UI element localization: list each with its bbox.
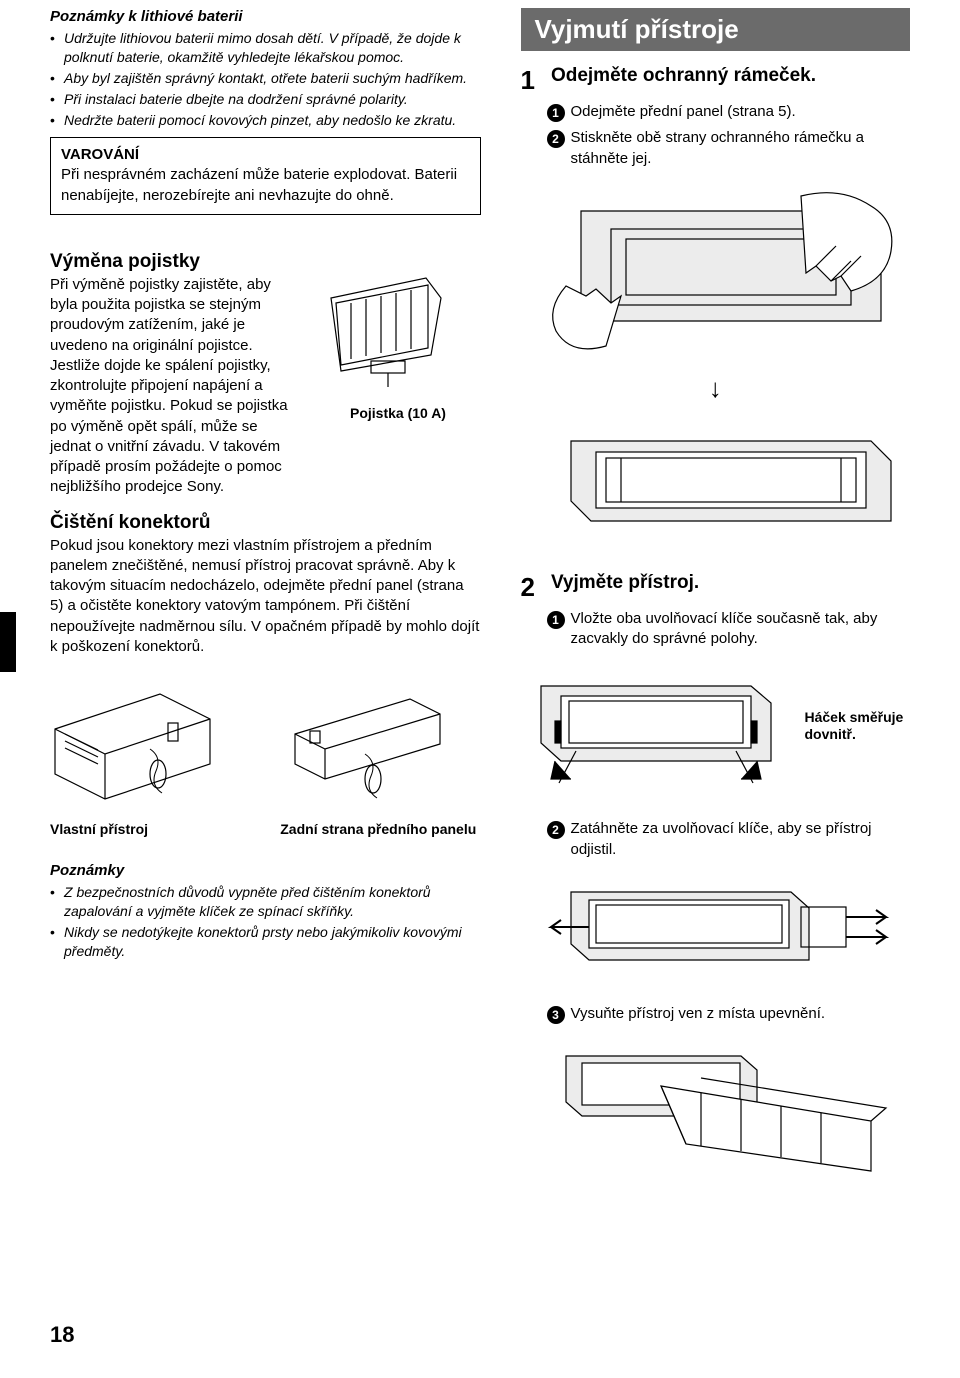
left-column: Poznámky k lithiové baterii Udržujte lit… bbox=[50, 8, 481, 1198]
substep-badge-2: 2 bbox=[547, 130, 565, 148]
battery-notes-title: Poznámky k lithiové baterii bbox=[50, 8, 481, 25]
step-1-sub-1: Odejměte přední panel (strana 5). bbox=[571, 102, 796, 122]
step-1-sub-2: Stiskněte obě strany ochranného rámečku … bbox=[571, 128, 911, 169]
removal-heading: Vyjmutí přístroje bbox=[521, 8, 911, 51]
side-tab bbox=[0, 612, 16, 672]
list-item: Aby byl zajištěn správný kontakt, otřete… bbox=[50, 69, 481, 88]
main-unit-illustration bbox=[50, 679, 220, 809]
step-2-number: 2 bbox=[521, 572, 547, 603]
frame-removed-illustration bbox=[541, 416, 911, 546]
substep-badge-1: 1 bbox=[547, 611, 565, 629]
connectors-body: Pokud jsou konektory mezi vlastním příst… bbox=[50, 536, 481, 658]
release-keys-figure-row: Háček směřuje dovnitř. bbox=[521, 649, 911, 803]
right-column: Vyjmutí přístroje 1 Odejměte ochranný rá… bbox=[521, 8, 911, 1198]
front-panel-back-label: Zadní strana předního panelu bbox=[280, 821, 480, 838]
step-2-sub-2: Zatáhněte za uvolňovací klíče, aby se př… bbox=[571, 819, 911, 860]
step-2-sub-1: Vložte oba uvolňovací klíče současně tak… bbox=[571, 609, 911, 650]
step-2-sub-3: Vysuňte přístroj ven z místa upevnění. bbox=[571, 1004, 826, 1024]
substep-badge-3: 3 bbox=[547, 1006, 565, 1024]
frame-removal-hands-illustration bbox=[541, 181, 911, 361]
battery-notes-list: Udržujte lithiovou baterii mimo dosah dě… bbox=[50, 29, 481, 129]
substep-badge-1: 1 bbox=[547, 104, 565, 122]
notes-title: Poznámky bbox=[50, 862, 481, 879]
list-item: Nedržte baterii pomocí kovových pinzet, … bbox=[50, 111, 481, 130]
pull-keys-illustration bbox=[541, 872, 911, 992]
release-keys-illustration bbox=[521, 661, 791, 791]
fuse-body: Při výměně pojistky zajistěte, aby byla … bbox=[50, 275, 298, 498]
connector-figures: Vlastní přístroj Zadní strana předního p… bbox=[50, 667, 481, 838]
step-1: 1 Odejměte ochranný rámeček. 1 Odejměte … bbox=[521, 65, 911, 169]
substep-badge-2: 2 bbox=[547, 821, 565, 839]
down-arrow-1: ↓ bbox=[521, 373, 911, 404]
front-panel-back-illustration bbox=[280, 679, 450, 809]
fuse-illustration bbox=[316, 263, 456, 393]
step-2-title: Vyjměte přístroj. bbox=[551, 572, 699, 593]
connectors-title: Čištění konektorů bbox=[50, 512, 481, 534]
two-column-layout: Poznámky k lithiové baterii Udržujte lit… bbox=[50, 8, 910, 1198]
step-1-title: Odejměte ochranný rámeček. bbox=[551, 65, 816, 86]
fuse-section: Výměna pojistky Při výměně pojistky zaji… bbox=[50, 251, 481, 498]
hook-caption: Háček směřuje dovnitř. bbox=[805, 709, 905, 743]
fuse-title: Výměna pojistky bbox=[50, 251, 298, 273]
list-item: Nikdy se nedotýkejte konektorů prsty neb… bbox=[50, 923, 481, 961]
warning-title: VAROVÁNÍ bbox=[61, 146, 470, 163]
warning-body: Při nesprávném zacházení může baterie ex… bbox=[61, 165, 470, 206]
slide-out-illustration bbox=[541, 1036, 911, 1186]
main-unit-label: Vlastní přístroj bbox=[50, 821, 250, 838]
step-2: 2 Vyjměte přístroj. 1 Vložte oba uvolňov… bbox=[521, 572, 911, 650]
step-1-number: 1 bbox=[521, 65, 547, 96]
list-item: Udržujte lithiovou baterii mimo dosah dě… bbox=[50, 29, 481, 67]
notes-list: Z bezpečnostních důvodů vypněte před čiš… bbox=[50, 883, 481, 961]
list-item: Z bezpečnostních důvodů vypněte před čiš… bbox=[50, 883, 481, 921]
page-number: 18 bbox=[50, 1322, 74, 1348]
warning-box: VAROVÁNÍ Při nesprávném zacházení může b… bbox=[50, 137, 481, 215]
list-item: Při instalaci baterie dbejte na dodržení… bbox=[50, 90, 481, 109]
fuse-caption: Pojistka (10 A) bbox=[316, 405, 481, 421]
